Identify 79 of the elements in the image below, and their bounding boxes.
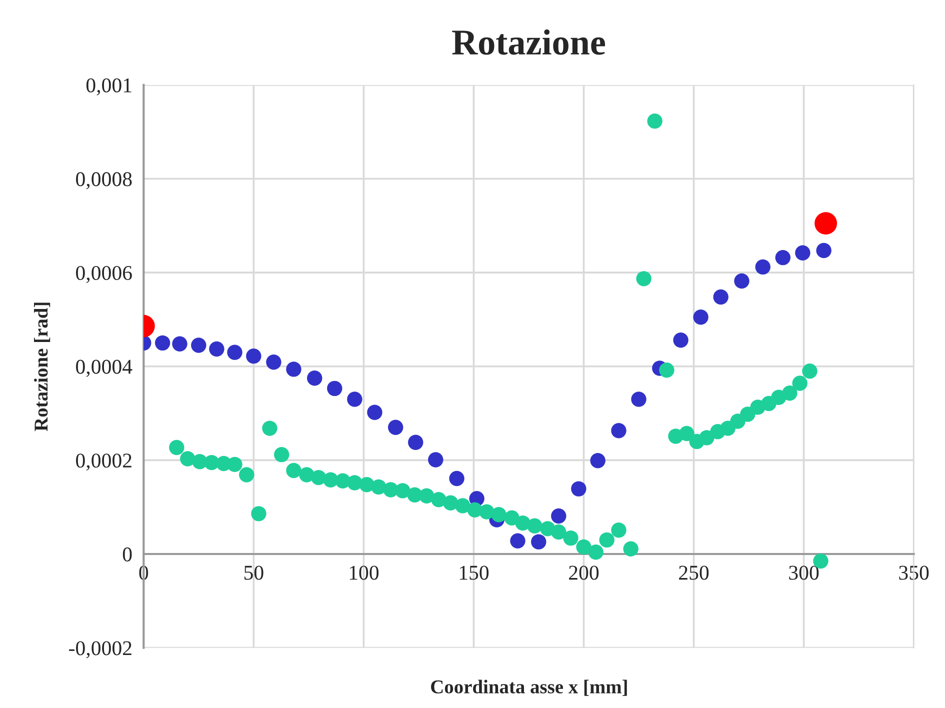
point <box>563 530 578 546</box>
x-tick-label: 300 <box>789 566 819 580</box>
point <box>169 440 184 456</box>
point <box>266 354 282 370</box>
point <box>713 289 728 305</box>
point <box>455 498 470 514</box>
point <box>449 470 464 486</box>
point <box>659 362 674 378</box>
point <box>274 446 290 462</box>
point <box>286 462 302 478</box>
point <box>571 481 586 496</box>
point <box>246 348 262 364</box>
point <box>755 259 770 275</box>
y-tick-label: 0,0006 <box>76 266 132 284</box>
x-axis-title: Coordinata asse x [mm] <box>431 680 627 696</box>
x-tick-label: 0 <box>139 566 148 580</box>
point <box>428 452 444 468</box>
y-tick-label: 0,0004 <box>76 360 132 377</box>
point <box>699 430 714 446</box>
point <box>227 344 242 360</box>
point <box>180 451 196 466</box>
x-tick-label: 350 <box>899 566 929 580</box>
y-tick-label: 0 <box>122 547 132 562</box>
point <box>802 363 818 379</box>
point <box>347 392 362 407</box>
point <box>647 113 662 129</box>
point <box>408 434 424 450</box>
point <box>588 544 604 560</box>
x-tick-label: 250 <box>679 566 709 580</box>
point <box>395 483 410 498</box>
point <box>419 488 434 504</box>
x-tick-label: 200 <box>569 566 599 580</box>
point <box>307 370 322 386</box>
point <box>510 533 526 548</box>
point <box>623 541 638 556</box>
point <box>209 341 224 357</box>
point <box>479 504 494 520</box>
point <box>795 245 810 260</box>
point <box>286 362 302 377</box>
point <box>491 507 506 522</box>
y-axis-title: Rotazione [rad] <box>34 302 50 432</box>
point <box>631 392 646 407</box>
point <box>239 467 254 482</box>
point <box>172 336 188 352</box>
y-tick-label: 0,001 <box>86 78 132 96</box>
point <box>679 426 694 442</box>
point <box>734 273 750 289</box>
point <box>673 332 688 348</box>
point <box>531 534 546 550</box>
point <box>576 539 592 555</box>
point <box>154 335 170 351</box>
chart-title: Rotazione <box>452 29 606 55</box>
point <box>636 271 652 286</box>
point <box>262 420 278 436</box>
y-tick-label: -0,0002 <box>69 641 132 658</box>
x-tick-label: 50 <box>244 566 264 580</box>
point <box>792 376 808 391</box>
point <box>590 453 606 468</box>
point <box>367 404 382 420</box>
x-tick-label: 150 <box>460 566 489 580</box>
point <box>782 386 798 401</box>
point <box>775 250 790 266</box>
point <box>191 338 206 353</box>
point <box>327 380 342 396</box>
point <box>551 508 566 524</box>
y-tick-label: 0,0002 <box>76 454 132 471</box>
point <box>611 423 626 438</box>
point <box>371 479 386 495</box>
point <box>527 518 542 534</box>
point <box>693 310 708 325</box>
point <box>388 420 404 435</box>
x-tick-label: 100 <box>350 566 379 580</box>
point <box>251 506 266 522</box>
point <box>816 242 832 258</box>
point <box>611 522 626 538</box>
point <box>599 532 614 548</box>
point <box>551 524 566 540</box>
point <box>227 456 242 472</box>
y-tick-label: 0,0008 <box>76 172 132 190</box>
